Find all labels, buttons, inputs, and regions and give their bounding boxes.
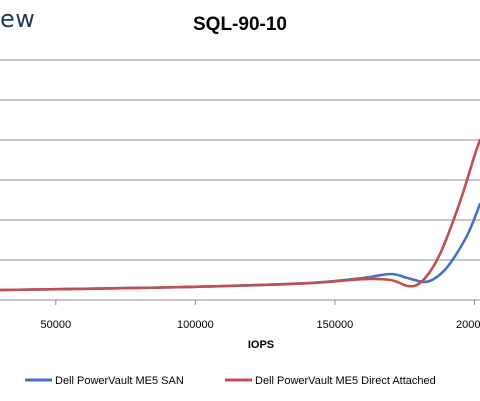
grid-lines [0, 59, 480, 261]
legend: Dell PowerVault ME5 SAN Dell PowerVault … [25, 375, 436, 387]
x-tick-label: 150000 [317, 319, 354, 331]
axes [0, 299, 480, 305]
brand-logo: ew [0, 5, 36, 33]
x-tick-label: 100000 [177, 319, 214, 331]
series-line-san [0, 202, 480, 292]
series-line-direct-attached [0, 138, 480, 292]
legend-label-san: Dell PowerVault ME5 SAN [55, 375, 184, 387]
series-lines [0, 138, 480, 292]
x-tick-label: 50000 [41, 319, 72, 331]
legend-label-direct-attached: Dell PowerVault ME5 Direct Attached [255, 375, 436, 387]
x-tick-label: 200000 [456, 319, 480, 331]
x-axis-label: IOPS [248, 339, 274, 351]
chart-title: SQL-90-10 [193, 14, 287, 35]
x-tick-labels: 50000 100000 150000 200000 [41, 319, 480, 331]
